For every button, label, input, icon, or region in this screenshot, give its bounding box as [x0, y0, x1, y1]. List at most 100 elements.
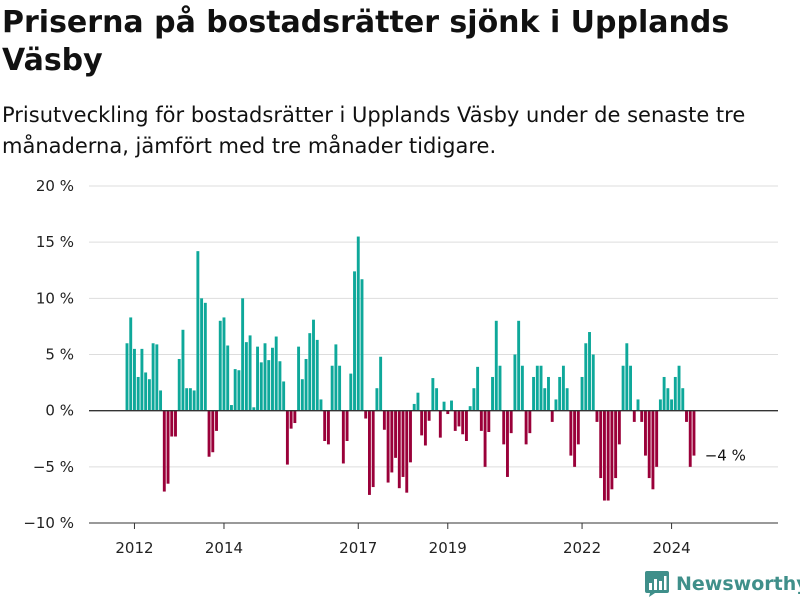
bar [532, 376, 536, 411]
bar [453, 410, 457, 431]
bar [539, 365, 543, 411]
bar-chart-logo-icon [645, 571, 669, 597]
y-tick-label: 15 % [36, 233, 74, 251]
bar [162, 410, 166, 492]
bar [558, 376, 562, 411]
bar [360, 279, 364, 411]
bar [573, 410, 577, 467]
bar [502, 410, 506, 445]
bar [293, 410, 297, 424]
bar [412, 403, 416, 411]
x-tick-label: 2019 [429, 539, 467, 557]
bar [427, 410, 431, 421]
bar [159, 390, 163, 411]
bar [535, 365, 539, 411]
bar [349, 373, 353, 411]
bar [282, 381, 286, 411]
bar [610, 410, 614, 490]
bar [528, 410, 532, 434]
bar [368, 410, 371, 495]
bar [416, 392, 420, 411]
bar [617, 410, 621, 445]
bar [621, 365, 625, 411]
bar [215, 410, 218, 431]
bar [140, 348, 144, 411]
bar [681, 388, 685, 411]
bar [196, 251, 200, 411]
y-tick-label: 10 % [36, 289, 74, 307]
bar [334, 344, 338, 411]
bar [386, 410, 390, 483]
bar [450, 400, 453, 411]
bar [498, 365, 502, 411]
bar [506, 410, 509, 477]
bar [308, 333, 312, 411]
bar [252, 407, 256, 411]
bar [312, 319, 315, 411]
bar [509, 410, 513, 434]
bar [390, 410, 394, 473]
bar [588, 332, 591, 411]
y-tick-label: −10 % [23, 514, 74, 532]
bar [468, 406, 472, 411]
bar [565, 388, 569, 411]
x-tick-label: 2024 [652, 539, 690, 557]
bar [188, 388, 192, 411]
bar [181, 329, 185, 411]
bar [464, 410, 468, 441]
bar [375, 388, 379, 411]
bar [285, 410, 289, 465]
x-tick-label: 2014 [205, 539, 243, 557]
bar [248, 335, 252, 411]
y-tick-label: −5 % [33, 458, 74, 476]
bar [494, 320, 498, 411]
bar [487, 410, 491, 433]
bar [673, 376, 677, 411]
bar [297, 346, 301, 411]
bar [438, 410, 442, 438]
bar [185, 388, 189, 411]
bar [662, 376, 666, 411]
bar [644, 410, 647, 456]
bar [491, 376, 494, 411]
bar [278, 361, 282, 411]
bar [263, 343, 267, 411]
bar [170, 410, 174, 437]
bar [483, 410, 487, 467]
bar [274, 336, 278, 411]
bar [326, 410, 330, 445]
chart-title: Priserna på bostadsrätter sjönk i Upplan… [2, 5, 730, 78]
bar [420, 410, 424, 436]
bar [584, 343, 588, 411]
bar [203, 302, 207, 411]
bar [401, 410, 405, 477]
bar [338, 365, 342, 411]
bar [174, 410, 177, 437]
bar [476, 366, 480, 411]
bar [569, 410, 573, 456]
y-tick-label: 0 % [45, 402, 74, 420]
bar [543, 388, 547, 411]
bar [651, 410, 655, 490]
bar [550, 410, 554, 422]
gridlines [89, 185, 778, 524]
bar [356, 236, 360, 411]
bar [345, 410, 349, 441]
bar [423, 410, 427, 446]
bar [636, 399, 640, 411]
bar [304, 358, 308, 411]
bar [446, 410, 450, 415]
bar [267, 360, 271, 411]
bar [457, 410, 461, 427]
x-axis-ticks: 2012 2014 2017 2019 2022 2024 [115, 523, 691, 557]
bar [409, 410, 412, 463]
bar [576, 410, 580, 445]
bar [670, 399, 674, 411]
bar [629, 365, 632, 411]
bar [233, 369, 237, 411]
bars [125, 236, 696, 501]
bar [479, 410, 483, 431]
bar [289, 410, 293, 429]
y-tick-label: 20 % [36, 177, 74, 195]
bar [259, 362, 263, 411]
